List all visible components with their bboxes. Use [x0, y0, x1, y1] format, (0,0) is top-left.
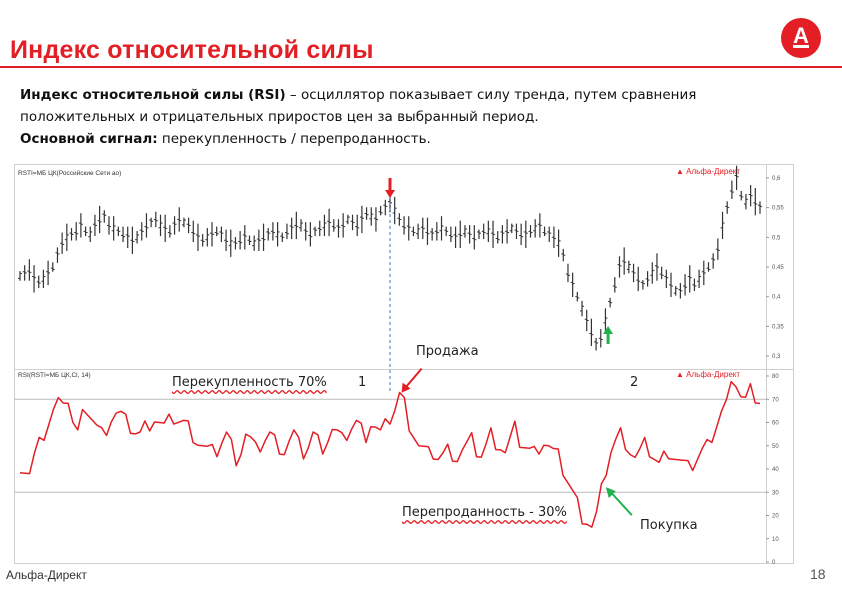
rsi-watermark: ▲ Альфа-Директ	[676, 370, 740, 379]
price-y-tick-label: 0,5	[772, 235, 781, 241]
sell-arrow-icon	[385, 190, 395, 198]
title-rule	[0, 66, 842, 68]
price-y-tick-label: 0,45	[772, 265, 784, 271]
rsi-panel-label: RSI(RSTI=МБ ЦК,Cl, 14)	[18, 372, 91, 379]
price-y-tick-label: 0,55	[772, 206, 784, 212]
sell-label: Продажа	[416, 344, 479, 359]
chart-screenshot: RSTI=МБ ЦК(Российские Сети ао) RSI(RSTI=М…	[14, 164, 794, 564]
rsi-y-tick-label: 50	[772, 444, 779, 450]
rsi-y-tick-label: 10	[772, 537, 779, 543]
oversold-label: Перепроданность - 30%	[402, 505, 567, 520]
rsi-y-tick-label: 60	[772, 421, 779, 427]
description: Индекс относительной силы (RSI) – осцилл…	[20, 84, 820, 150]
desc-line-1: Индекс относительной силы (RSI) – осцилл…	[20, 87, 697, 103]
price-panel-label: RSTI=МБ ЦК(Российские Сети ао)	[18, 169, 121, 177]
rsi-sell-arrow-icon	[401, 382, 411, 393]
price-y-tick-label: 0,6	[772, 176, 781, 182]
buy-arrow-icon	[603, 326, 614, 334]
desc-line-2: положительных и отрицательных приростов …	[20, 109, 539, 125]
rsi-panel-frame	[14, 369, 794, 564]
price-y-tick-label: 0,35	[772, 324, 784, 330]
chart-svg: RSTI=МБ ЦК(Российские Сети ао) RSI(RSTI=М…	[14, 164, 794, 564]
rsi-y-tick-label: 30	[772, 490, 779, 496]
page-number: 18	[810, 566, 826, 582]
rsi-line	[19, 380, 761, 528]
price-watermark: ▲ Альфа-Директ	[676, 167, 740, 176]
rsi-buy-arrow-shaft	[609, 490, 633, 516]
rsi-y-tick-label: 70	[772, 397, 779, 403]
buy-label: Покупка	[640, 518, 698, 533]
footer-brand: Альфа-Директ	[6, 568, 87, 582]
rsi-y-tick-label: 0	[772, 560, 776, 564]
price-y-tick-label: 0,4	[772, 295, 781, 301]
signal-2-label: 2	[630, 375, 639, 390]
slide-title: Индекс относительной силы	[10, 36, 374, 64]
alfa-logo-icon: А	[781, 18, 821, 58]
rsi-sell-arrow-shaft	[403, 367, 423, 390]
overbought-label: Перекупленность 70%	[172, 375, 327, 390]
signal-1-label: 1	[358, 375, 367, 390]
rsi-y-tick-label: 20	[772, 514, 779, 520]
rsi-buy-arrow-icon	[605, 487, 616, 499]
desc-line-3: Основной сигнал: перекупленность / переп…	[20, 131, 431, 147]
rsi-y-tick-label: 40	[772, 467, 779, 473]
price-panel-frame	[14, 164, 794, 370]
price-y-tick-label: 0,3	[772, 354, 781, 360]
rsi-y-tick-label: 80	[772, 374, 779, 380]
